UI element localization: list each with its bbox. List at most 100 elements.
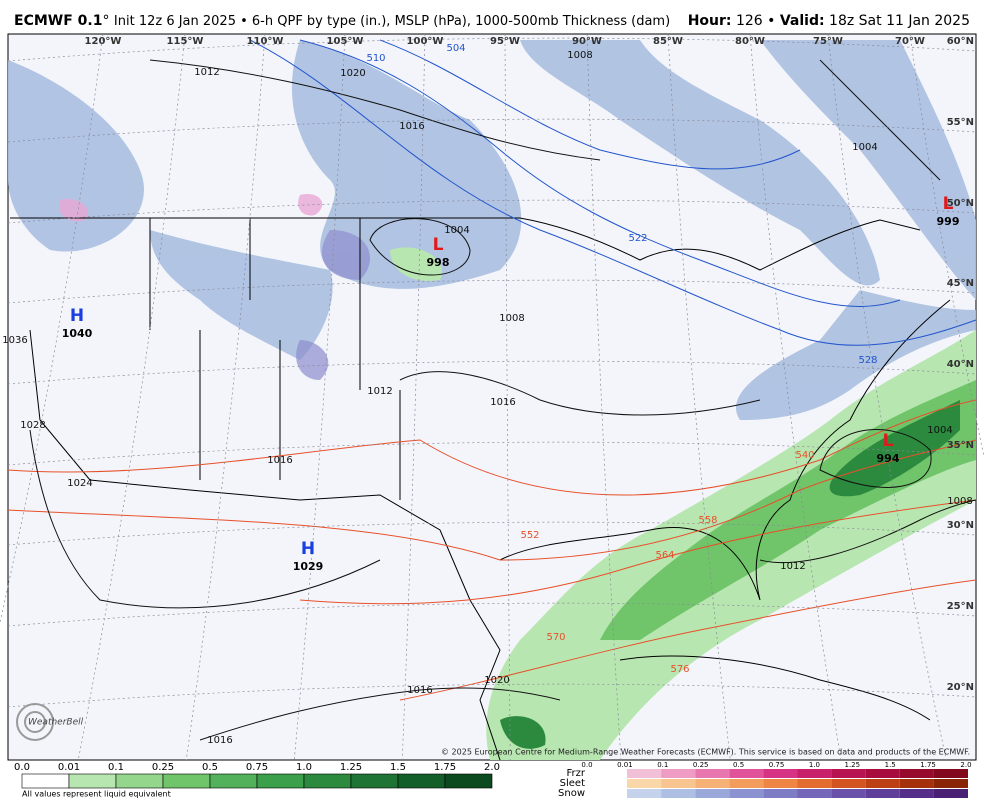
thickness-label: 552 — [520, 530, 539, 541]
longitude-label: 70°W — [895, 36, 925, 47]
isobar-label: 1016 — [207, 735, 232, 746]
valid-label: Valid: — [780, 13, 825, 29]
qpf-swatch — [350, 773, 399, 789]
type-swatch — [695, 769, 730, 778]
isobar-label: 1012 — [367, 386, 392, 397]
isobar-label: 1028 — [20, 420, 45, 431]
qpf-swatch — [162, 773, 211, 789]
meridian — [293, 33, 346, 761]
parallel — [7, 441, 977, 466]
isobar-label: 1008 — [947, 496, 972, 507]
parallel — [7, 37, 977, 62]
valid: 18z Sat 11 Jan 2025 — [829, 13, 970, 29]
parallel — [7, 279, 977, 304]
isobar-label: 1016 — [267, 455, 292, 466]
qpf-label: 1.25 — [340, 762, 362, 773]
qpf-label: 0.75 — [246, 762, 268, 773]
type-swatch — [831, 769, 866, 778]
graticule — [0, 33, 984, 761]
thickness-label: 558 — [698, 515, 717, 526]
type-scale-label: 1.75 — [920, 761, 936, 769]
longitude-label: 110°W — [247, 36, 284, 47]
isobar-label: 1020 — [484, 675, 509, 686]
thickness-label: 510 — [366, 53, 385, 64]
type-swatch — [899, 769, 934, 778]
pressure-center-symbol: H — [70, 306, 84, 326]
qpf-swatch — [68, 773, 117, 789]
type-swatch — [865, 779, 900, 788]
thickness-contours-warm — [7, 399, 977, 701]
isobar-label: 1012 — [194, 67, 219, 78]
qpf-label: 0.0 — [14, 762, 30, 773]
type-swatch — [763, 789, 798, 798]
thickness-label: 528 — [858, 355, 877, 366]
type-swatch — [797, 789, 832, 798]
pressure-center-value: 994 — [877, 452, 900, 465]
latitude-label: 35°N — [947, 440, 974, 451]
meridian — [909, 33, 984, 459]
type-name: Frzr — [567, 768, 586, 779]
isobar-label: 1016 — [407, 685, 432, 696]
type-swatch — [627, 779, 662, 788]
type-scale-label: 1.5 — [885, 761, 896, 769]
type-swatch — [627, 789, 662, 798]
type-swatch — [831, 779, 866, 788]
pressure-center-symbol: H — [301, 539, 315, 559]
type-swatch — [661, 789, 696, 798]
qpf-label: 0.5 — [202, 762, 218, 773]
thickness-label: 576 — [670, 664, 689, 675]
isobar-label: 1036 — [2, 335, 27, 346]
isobar-label: 1020 — [340, 68, 365, 79]
latitude-label: 30°N — [947, 520, 974, 531]
description: Init 12z 6 Jan 2025 • 6-h QPF by type (i… — [114, 14, 670, 29]
isobar-label: 1012 — [780, 561, 805, 572]
type-swatch — [933, 779, 968, 788]
type-swatch — [797, 769, 832, 778]
meridian — [77, 33, 186, 761]
type-scale-label: 0.25 — [693, 761, 709, 769]
isobar-label: 1008 — [567, 50, 592, 61]
map-area — [0, 33, 984, 761]
longitude-label: 75°W — [813, 36, 843, 47]
type-swatch — [763, 779, 798, 788]
type-swatch — [865, 769, 900, 778]
type-swatch — [627, 769, 662, 778]
degree: ° — [102, 13, 109, 29]
meridian — [667, 33, 731, 761]
hour: 126 — [736, 13, 763, 29]
separator: • — [767, 13, 775, 29]
longitude-label: 80°W — [735, 36, 765, 47]
pressure-center-symbol: L — [883, 431, 894, 451]
isobar-label: 1004 — [927, 425, 952, 436]
thickness-label: 564 — [655, 550, 674, 561]
qpf-swatch — [256, 773, 305, 789]
type-scale-label: 2.0 — [960, 761, 971, 769]
qpf-swatch — [209, 773, 258, 789]
qpf-swatch — [444, 773, 493, 789]
thickness-contours-cold — [249, 39, 977, 346]
type-swatch — [933, 789, 968, 798]
pressure-center-value: 1029 — [293, 560, 324, 573]
latitude-label: 60°N — [947, 36, 974, 47]
type-scale-label: 0.1 — [657, 761, 668, 769]
qpf-swatch — [115, 773, 164, 789]
rain-areas — [390, 247, 976, 760]
longitude-label: 105°W — [327, 36, 364, 47]
qpf-label: 1.75 — [434, 762, 456, 773]
type-swatch — [729, 769, 764, 778]
qpf-label: 1.0 — [296, 762, 312, 773]
longitude-label: 100°W — [407, 36, 444, 47]
meridian — [749, 33, 842, 761]
isobar-label: 1024 — [67, 478, 92, 489]
type-scale-label: 0.75 — [769, 761, 785, 769]
type-swatch — [899, 789, 934, 798]
qpf-label: 1.5 — [390, 762, 406, 773]
type-swatch — [933, 769, 968, 778]
latitude-label: 25°N — [947, 601, 974, 612]
type-swatch — [695, 789, 730, 798]
pressure-center-value: 1040 — [62, 327, 93, 340]
type-scale-label: 1.25 — [845, 761, 861, 769]
type-swatch — [695, 779, 730, 788]
mixed-areas — [296, 230, 370, 380]
